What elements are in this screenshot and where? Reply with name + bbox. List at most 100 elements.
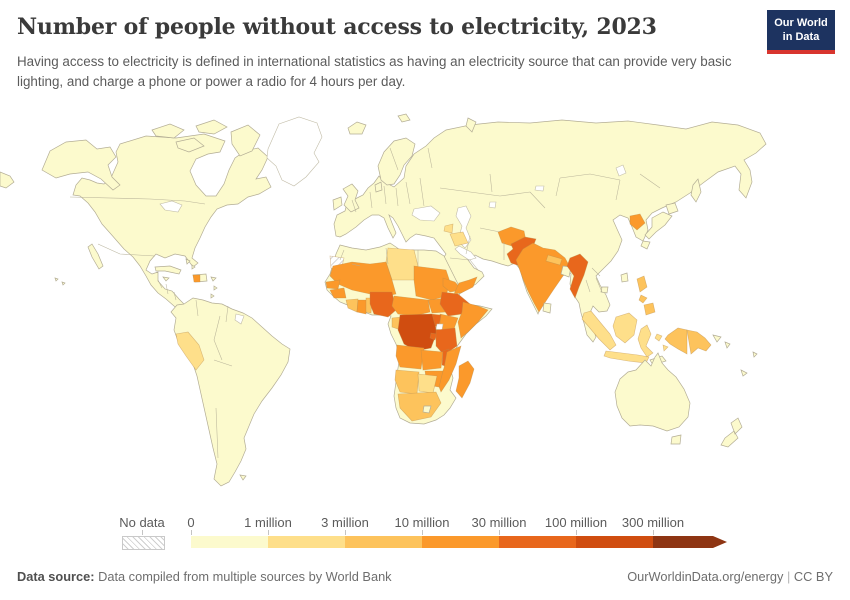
chart-subtitle: Having access to electricity is defined … bbox=[17, 54, 732, 90]
legend-segment[interactable] bbox=[191, 536, 268, 548]
region-south-africa[interactable] bbox=[397, 391, 442, 422]
region-north-korea[interactable] bbox=[629, 213, 646, 231]
region-yemen[interactable] bbox=[453, 276, 478, 295]
region-victoria-island[interactable] bbox=[175, 137, 205, 153]
region-iraq[interactable] bbox=[449, 231, 469, 247]
region-moluccas[interactable] bbox=[654, 333, 669, 352]
region-somalia[interactable] bbox=[457, 301, 489, 339]
region-alaska[interactable] bbox=[41, 139, 121, 191]
footer-url-link[interactable]: OurWorldinData.org/energy bbox=[627, 569, 784, 584]
footer-data-source: Data source: Data compiled from multiple… bbox=[17, 569, 392, 584]
region-bahamas[interactable] bbox=[185, 258, 196, 270]
region-guinea[interactable] bbox=[329, 287, 347, 299]
region-sudan[interactable] bbox=[413, 265, 451, 301]
region-new-guinea-west[interactable] bbox=[664, 327, 688, 355]
region-png-islands[interactable] bbox=[712, 334, 731, 349]
region-cuba[interactable] bbox=[154, 265, 182, 275]
legend-tick-label: 10 million bbox=[394, 515, 450, 530]
region-libya[interactable] bbox=[385, 247, 419, 281]
region-zambia[interactable] bbox=[420, 349, 444, 371]
region-pacific-islands[interactable] bbox=[54, 277, 758, 377]
country-borders bbox=[69, 147, 661, 459]
region-haiti[interactable] bbox=[192, 274, 201, 283]
region-lesser-antilles[interactable] bbox=[210, 285, 218, 299]
region-baffin-island[interactable] bbox=[230, 124, 261, 157]
legend-tick-label: 0 bbox=[187, 515, 195, 530]
region-iceland[interactable] bbox=[347, 121, 367, 135]
legend-tick-mark bbox=[653, 530, 654, 535]
region-australia[interactable] bbox=[614, 352, 691, 432]
region-philippines[interactable] bbox=[636, 275, 656, 316]
region-novaya-zemlya[interactable] bbox=[465, 117, 477, 133]
region-new-zealand[interactable] bbox=[720, 417, 743, 448]
legend-no-data-swatch[interactable] bbox=[122, 536, 165, 550]
owid-logo[interactable]: Our World in Data bbox=[767, 10, 835, 54]
region-sumatra[interactable] bbox=[581, 310, 617, 351]
legend-tick-mark bbox=[499, 530, 500, 535]
region-tasmania[interactable] bbox=[670, 434, 682, 445]
region-cote-divoire[interactable] bbox=[345, 298, 359, 313]
lake-balkhash bbox=[534, 185, 545, 192]
region-ghana[interactable] bbox=[356, 299, 369, 315]
region-myanmar[interactable] bbox=[566, 253, 589, 299]
region-falkland[interactable] bbox=[239, 474, 247, 481]
region-mozambique[interactable] bbox=[437, 345, 462, 393]
legend-segment[interactable] bbox=[499, 536, 576, 548]
region-ireland[interactable] bbox=[332, 196, 343, 211]
region-java[interactable] bbox=[603, 350, 650, 364]
region-scandinavia[interactable] bbox=[377, 137, 416, 186]
world-map-svg bbox=[0, 113, 767, 487]
legend-ticks: 0 1 million 3 million 10 million 30 million 1… bbox=[187, 515, 741, 536]
legend-segment[interactable] bbox=[653, 536, 713, 548]
legend-segment[interactable] bbox=[345, 536, 422, 548]
region-sri-lanka[interactable] bbox=[542, 302, 552, 314]
legend-tick-label: 300 million bbox=[621, 515, 685, 530]
legend-arrow bbox=[713, 536, 727, 548]
region-japan[interactable] bbox=[640, 202, 679, 250]
footer-separator: | bbox=[783, 569, 794, 584]
region-greenland[interactable] bbox=[266, 116, 323, 187]
region-french-guiana[interactable] bbox=[234, 313, 245, 325]
legend-tick-label: 30 million bbox=[471, 515, 527, 530]
region-svalbard[interactable] bbox=[397, 113, 411, 123]
legend-tick-label: 100 million bbox=[544, 515, 608, 530]
region-arctic-island-1[interactable] bbox=[151, 123, 185, 139]
region-eurasia[interactable] bbox=[333, 119, 767, 343]
region-peru[interactable] bbox=[175, 331, 205, 371]
footer-source-label: Data source: bbox=[17, 569, 95, 584]
region-nigeria[interactable] bbox=[369, 291, 397, 318]
region-sakhalin[interactable] bbox=[690, 178, 702, 203]
region-namibia[interactable] bbox=[394, 369, 420, 395]
region-great-britain[interactable] bbox=[342, 183, 360, 213]
footer-license[interactable]: CC BY bbox=[793, 569, 833, 584]
region-sulawesi[interactable] bbox=[637, 324, 654, 358]
region-taiwan[interactable] bbox=[620, 272, 629, 283]
region-baja-california[interactable] bbox=[87, 243, 104, 270]
region-syria[interactable] bbox=[443, 223, 454, 234]
legend-segment[interactable] bbox=[422, 536, 499, 548]
great-lakes bbox=[159, 200, 183, 213]
region-chukotka-sliver[interactable] bbox=[0, 171, 15, 189]
region-madagascar[interactable] bbox=[455, 360, 475, 399]
lake-baikal bbox=[615, 164, 627, 177]
region-hainan[interactable] bbox=[600, 286, 609, 294]
legend-segment[interactable] bbox=[268, 536, 345, 548]
region-papua-new-guinea[interactable] bbox=[686, 329, 712, 355]
legend-tick-mark bbox=[576, 530, 577, 535]
region-rwanda-burundi[interactable] bbox=[429, 332, 438, 341]
region-south-america[interactable] bbox=[170, 297, 291, 487]
legend-segment[interactable] bbox=[576, 536, 653, 548]
region-nepal[interactable] bbox=[545, 254, 563, 266]
footer-attribution: OurWorldinData.org/energy | CC BY bbox=[627, 569, 833, 584]
region-jamaica[interactable] bbox=[162, 276, 170, 282]
footer-source-text: Data compiled from multiple sources by W… bbox=[94, 569, 392, 584]
region-denmark[interactable] bbox=[374, 181, 383, 193]
legend-bar bbox=[191, 536, 727, 548]
region-puerto-rico[interactable] bbox=[210, 276, 217, 282]
region-north-america[interactable] bbox=[72, 133, 272, 312]
region-arctic-island-2[interactable] bbox=[195, 119, 228, 135]
region-angola[interactable] bbox=[395, 344, 425, 370]
region-lesotho[interactable] bbox=[422, 405, 432, 414]
region-borneo[interactable] bbox=[612, 312, 638, 344]
